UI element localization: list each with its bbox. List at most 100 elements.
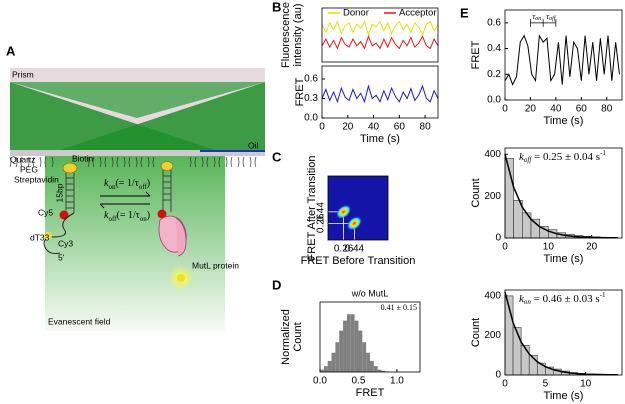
plot-frame	[321, 7, 439, 63]
biotin-label: Biotin	[72, 153, 94, 163]
x-tick-label: 10	[543, 242, 555, 253]
fit-curve	[504, 291, 618, 376]
panel-label: C	[272, 149, 282, 164]
histogram-bar	[331, 352, 336, 372]
panel-label: B	[272, 0, 281, 14]
plot-frame	[327, 175, 389, 241]
cy5-label: Cy5	[38, 207, 53, 217]
y-tick-label: 400	[484, 149, 501, 160]
dwell-annotation: τon τoff	[532, 12, 556, 23]
transition-peak	[346, 215, 363, 231]
x-axis-label: Time (s)	[360, 133, 400, 145]
histogram-bar	[320, 369, 324, 372]
y-axis-label: Normalized	[280, 309, 292, 365]
beam	[10, 82, 265, 118]
y-tick-label: 0.2	[487, 69, 501, 80]
streptavidin	[62, 162, 78, 174]
annotation-part: = 0.25 ± 0.04 s	[531, 151, 600, 163]
histogram-bar	[335, 342, 340, 372]
x-tick-label: 60	[576, 104, 588, 115]
x-tick-label: 80	[420, 122, 432, 133]
y-axis-label: FRET	[470, 40, 482, 69]
mutl-protein	[175, 217, 187, 257]
x-tick-label: 0.5	[352, 376, 366, 387]
y-tick-label: 0.26	[316, 213, 327, 233]
y-tick-label: 0.6	[487, 17, 501, 28]
panel-label: D	[272, 277, 281, 292]
legend-label: Acceptor	[399, 8, 437, 19]
x-tick-label: 0	[319, 122, 325, 133]
x-tick-label: 40	[368, 122, 380, 133]
plot-background	[328, 176, 388, 240]
histogram-bar	[343, 320, 347, 372]
five-prime-label: 5'	[58, 252, 65, 262]
histogram-bar	[520, 345, 530, 376]
oil-label: Oil	[248, 140, 259, 150]
kon-text: )	[147, 178, 150, 189]
annotation-part: k	[519, 151, 525, 163]
dt33-label: dT33	[30, 232, 50, 242]
x-axis-label: Time (s)	[544, 390, 584, 402]
x-tick-label: 0	[502, 379, 508, 390]
x-tick-label: 1.0	[390, 376, 404, 387]
x-tick-label: 10	[580, 379, 592, 390]
x-tick-label: 60	[394, 122, 406, 133]
x-tick-label: 5	[543, 379, 549, 390]
streptavidin	[160, 161, 174, 171]
annotation-part: off	[524, 156, 532, 164]
histogram-bar	[377, 369, 382, 372]
dna-duplex	[162, 170, 172, 212]
histogram-bar	[346, 314, 351, 372]
fit-curve	[504, 154, 618, 239]
chart-title: w/o MutL	[351, 288, 389, 298]
y-axis-label: Fluorescence	[280, 2, 292, 68]
cy5-dye	[59, 210, 69, 220]
panel-label: A	[6, 43, 16, 58]
annotation-part: τ	[532, 12, 536, 21]
series-line	[321, 84, 439, 104]
histogram-bar	[327, 360, 332, 372]
kon-k: k	[104, 178, 109, 189]
x-tick-label: 0.26	[334, 244, 354, 255]
annotation-part: -1	[600, 149, 606, 157]
y-axis-label: FRET After Transition	[306, 156, 318, 261]
quartz	[10, 150, 265, 156]
mutl-label: MutL protein	[192, 260, 239, 270]
y-axis-label: Count	[470, 178, 482, 207]
ssdna	[43, 212, 75, 254]
histogram-bar	[358, 330, 363, 372]
histogram-bar	[381, 370, 386, 372]
histogram-bar	[512, 327, 522, 376]
histogram-bar	[350, 314, 355, 372]
kon-sub: off	[139, 183, 148, 191]
cy3-label: Cy3	[58, 238, 73, 248]
kinetic-arrows	[99, 191, 151, 209]
x-tick-label: 40	[550, 104, 562, 115]
x-axis-label: Time (s)	[544, 253, 584, 265]
plot-frame	[504, 289, 623, 376]
rate-annotation: koff = 0.25 ± 0.04 s-1	[519, 149, 606, 164]
cy3-dye	[177, 274, 185, 282]
kon-label: kon(= 1/τoff)	[104, 178, 150, 190]
y-tick-label: 0.6	[304, 74, 318, 85]
x-tick-label: 80	[601, 104, 613, 115]
cy5-dye	[157, 209, 167, 219]
koff-sub: on	[140, 215, 148, 223]
y-tick-label: 0.44	[316, 202, 327, 222]
histogram-bar	[373, 366, 378, 372]
diagram-a: A Prism Quartz Oil PEG Biotin Streptavid…	[6, 43, 265, 331]
evanescent-label: Evanescent field	[48, 316, 111, 326]
y-tick-label: 0.4	[487, 43, 501, 54]
prism-label: Prism	[12, 69, 34, 79]
kon-text: (= 1/τ	[115, 178, 138, 189]
y-tick-label: 0.0	[487, 95, 501, 106]
y-tick-label: 200	[484, 191, 501, 202]
peg-brush	[9, 156, 257, 168]
beam	[60, 82, 265, 150]
series-line	[321, 20, 439, 37]
streptavidin-label: Streptavidin	[14, 174, 59, 184]
dna-duplex	[65, 173, 75, 213]
series-line	[504, 34, 620, 86]
histogram-bar	[354, 320, 359, 372]
transition-peak	[335, 204, 352, 220]
